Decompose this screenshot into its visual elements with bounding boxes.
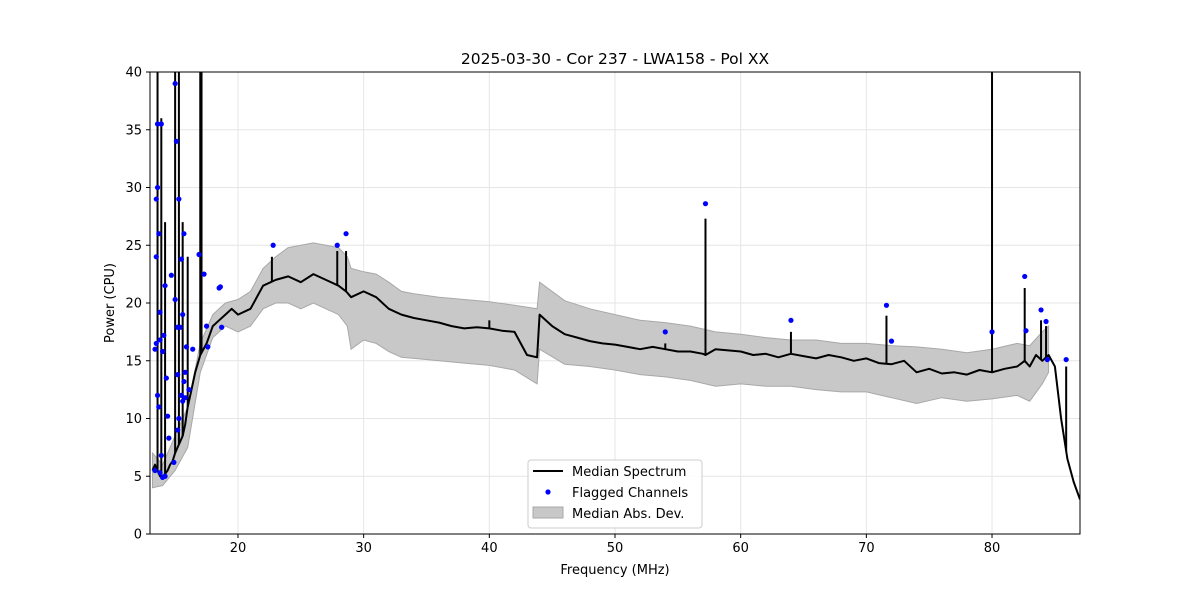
y-tick-label: 25 xyxy=(125,239,142,254)
x-tick-label: 20 xyxy=(230,541,247,556)
flagged-point xyxy=(154,184,161,191)
flagged-point xyxy=(173,138,179,144)
flagged-point xyxy=(196,251,202,258)
legend-mad-swatch xyxy=(532,506,564,519)
flagged-point xyxy=(219,324,225,330)
flagged-point xyxy=(1043,318,1049,325)
flagged-point xyxy=(217,284,223,290)
flagged-point xyxy=(180,311,186,318)
y-tick-label: 15 xyxy=(125,354,142,369)
x-tick-label: 70 xyxy=(858,541,875,556)
x-axis-label: Frequency (MHz) xyxy=(560,563,669,578)
flagged-point xyxy=(989,329,995,335)
flagged-point xyxy=(183,344,190,350)
flagged-point xyxy=(152,346,158,352)
flagged-point xyxy=(883,302,890,308)
plot-content xyxy=(151,72,1080,500)
flagged-point xyxy=(153,340,159,347)
flagged-point xyxy=(203,323,210,329)
y-tick-label: 5 xyxy=(134,470,142,485)
flagged-point xyxy=(154,121,161,127)
flagged-point xyxy=(159,348,166,355)
flagged-point xyxy=(662,329,668,335)
flagged-point xyxy=(702,201,709,207)
flagged-point xyxy=(163,375,169,381)
legend-flagged-swatch xyxy=(545,489,551,495)
flagged-point xyxy=(181,231,187,237)
flagged-point xyxy=(156,231,162,237)
flagged-point xyxy=(201,271,207,277)
flagged-point xyxy=(161,332,167,338)
flagged-point xyxy=(177,324,183,330)
flagged-point xyxy=(205,344,211,350)
flagged-point xyxy=(888,338,895,344)
flagged-point xyxy=(164,413,171,419)
y-tick-label: 40 xyxy=(125,66,142,81)
flagged-point xyxy=(181,378,187,385)
flagged-point xyxy=(157,470,163,476)
flagged-point xyxy=(270,242,276,248)
y-axis-label: Power (CPU) xyxy=(103,263,118,343)
flagged-point xyxy=(1063,356,1069,363)
legend-median-label: Median Spectrum xyxy=(572,465,686,480)
flagged-point xyxy=(182,395,188,401)
x-tick-label: 50 xyxy=(607,541,624,556)
flagged-point xyxy=(176,415,182,422)
flagged-point xyxy=(162,473,168,479)
y-axis-ticks: 0 5 10 15 20 25 30 35 40 xyxy=(125,66,150,543)
x-tick-label: 60 xyxy=(732,541,749,556)
flagged-point xyxy=(168,272,174,278)
x-axis-ticks: 20 30 40 50 60 70 80 xyxy=(230,534,1001,556)
flagged-point xyxy=(178,256,185,262)
x-tick-label: 80 xyxy=(984,541,1001,556)
flagged-point xyxy=(1022,273,1028,280)
flagged-point xyxy=(152,467,158,474)
y-tick-label: 0 xyxy=(134,528,142,543)
flagged-point xyxy=(175,372,181,378)
mad-band xyxy=(152,242,1050,489)
y-tick-label: 20 xyxy=(125,297,142,312)
flagged-point xyxy=(156,404,162,410)
flagged-point xyxy=(153,254,159,260)
y-tick-label: 10 xyxy=(125,412,142,427)
flagged-point xyxy=(172,80,178,87)
median-spectrum-line xyxy=(151,273,1080,500)
flagged-point xyxy=(158,452,164,459)
y-tick-label: 30 xyxy=(125,181,142,196)
legend-mad-label: Median Abs. Dev. xyxy=(572,507,684,522)
flagged-point xyxy=(162,283,168,289)
y-tick-label: 35 xyxy=(125,123,142,138)
flagged-point xyxy=(1038,307,1044,313)
flagged-point xyxy=(182,369,188,375)
flagged-point xyxy=(178,392,185,398)
legend: Median Spectrum Flagged Channels Median … xyxy=(527,459,703,529)
flagged-point xyxy=(175,427,181,433)
flagged-point xyxy=(1023,328,1029,334)
legend-box xyxy=(527,459,703,529)
x-tick-label: 30 xyxy=(355,541,372,556)
flagged-point xyxy=(157,309,163,315)
flagged-point xyxy=(1044,356,1050,363)
flagged-point xyxy=(166,435,172,441)
flagged-point xyxy=(171,459,177,465)
flagged-points xyxy=(152,80,1069,481)
flagged-point xyxy=(343,231,349,237)
flagged-point xyxy=(186,387,192,393)
flagged-point xyxy=(176,196,182,202)
x-tick-label: 40 xyxy=(481,541,498,556)
flagged-point xyxy=(788,317,794,323)
flagged-point xyxy=(157,337,163,343)
chart-title: 2025-03-30 - Cor 237 - LWA158 - Pol XX xyxy=(461,50,770,68)
flagged-point xyxy=(158,121,164,127)
flagged-point xyxy=(172,296,178,303)
legend-flagged-label: Flagged Channels xyxy=(572,486,688,501)
flagged-point xyxy=(154,392,161,398)
flagged-point xyxy=(190,346,196,352)
flagged-point xyxy=(334,242,340,248)
flagged-point xyxy=(153,196,159,202)
